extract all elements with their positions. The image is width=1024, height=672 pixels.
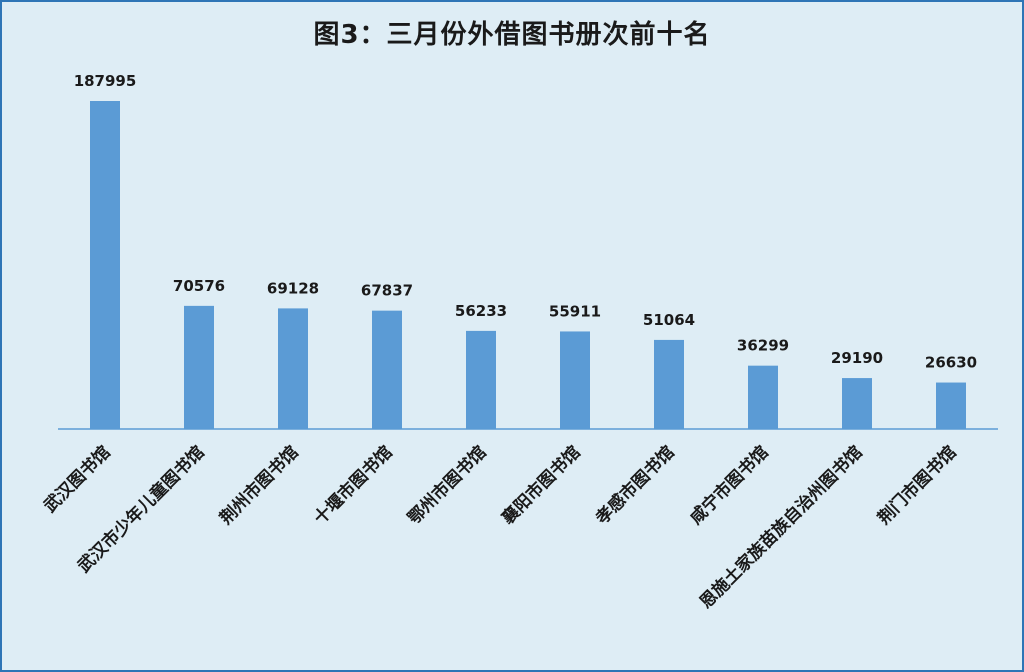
category-label-9: 恩施土家族苗族自治州图书馆 [695,442,866,613]
bar-6 [560,331,590,429]
value-label-8: 36299 [737,337,789,355]
bar-2 [184,305,214,429]
bar-10 [936,382,966,429]
value-label-3: 69128 [267,279,319,297]
category-label-8: 咸宁市图书馆 [686,442,773,529]
category-label-10: 荆门市图书馆 [874,442,961,529]
bars [90,101,966,429]
bar-8 [748,365,778,429]
category-label-1: 武汉图书馆 [40,442,115,517]
value-label-1: 187995 [74,72,137,90]
bar-4 [372,310,402,429]
category-label-5: 鄂州市图书馆 [404,442,491,529]
category-labels: 武汉图书馆武汉市少年儿童图书馆 荆州市图书馆 十堰市图书馆 鄂州市图书馆 襄阳市图书馆孝… [40,442,961,613]
category-label-7: 孝感市图书馆 [592,442,679,529]
value-label-9: 29190 [831,349,883,367]
bar-7 [654,339,684,429]
value-label-5: 56233 [455,302,507,320]
value-label-10: 26630 [925,354,977,372]
value-label-6: 55911 [549,302,601,320]
bar-9 [842,378,872,429]
bar-3 [278,308,308,429]
category-label-3: 荆州市图书馆 [216,442,303,529]
category-label-4: 十堰市图书馆 [310,442,397,529]
value-label-2: 70576 [173,277,225,295]
bar-5 [466,330,496,429]
category-label-6: 襄阳市图书馆 [497,442,585,530]
value-label-4: 67837 [361,282,413,300]
chart-title: 图3：三月份外借图书册次前十名 [313,20,711,50]
bar-1 [90,101,120,429]
value-label-7: 51064 [643,311,695,329]
value-labels: 187995 70576 69128 67837 56233 55911 51064 3629… [74,72,977,372]
